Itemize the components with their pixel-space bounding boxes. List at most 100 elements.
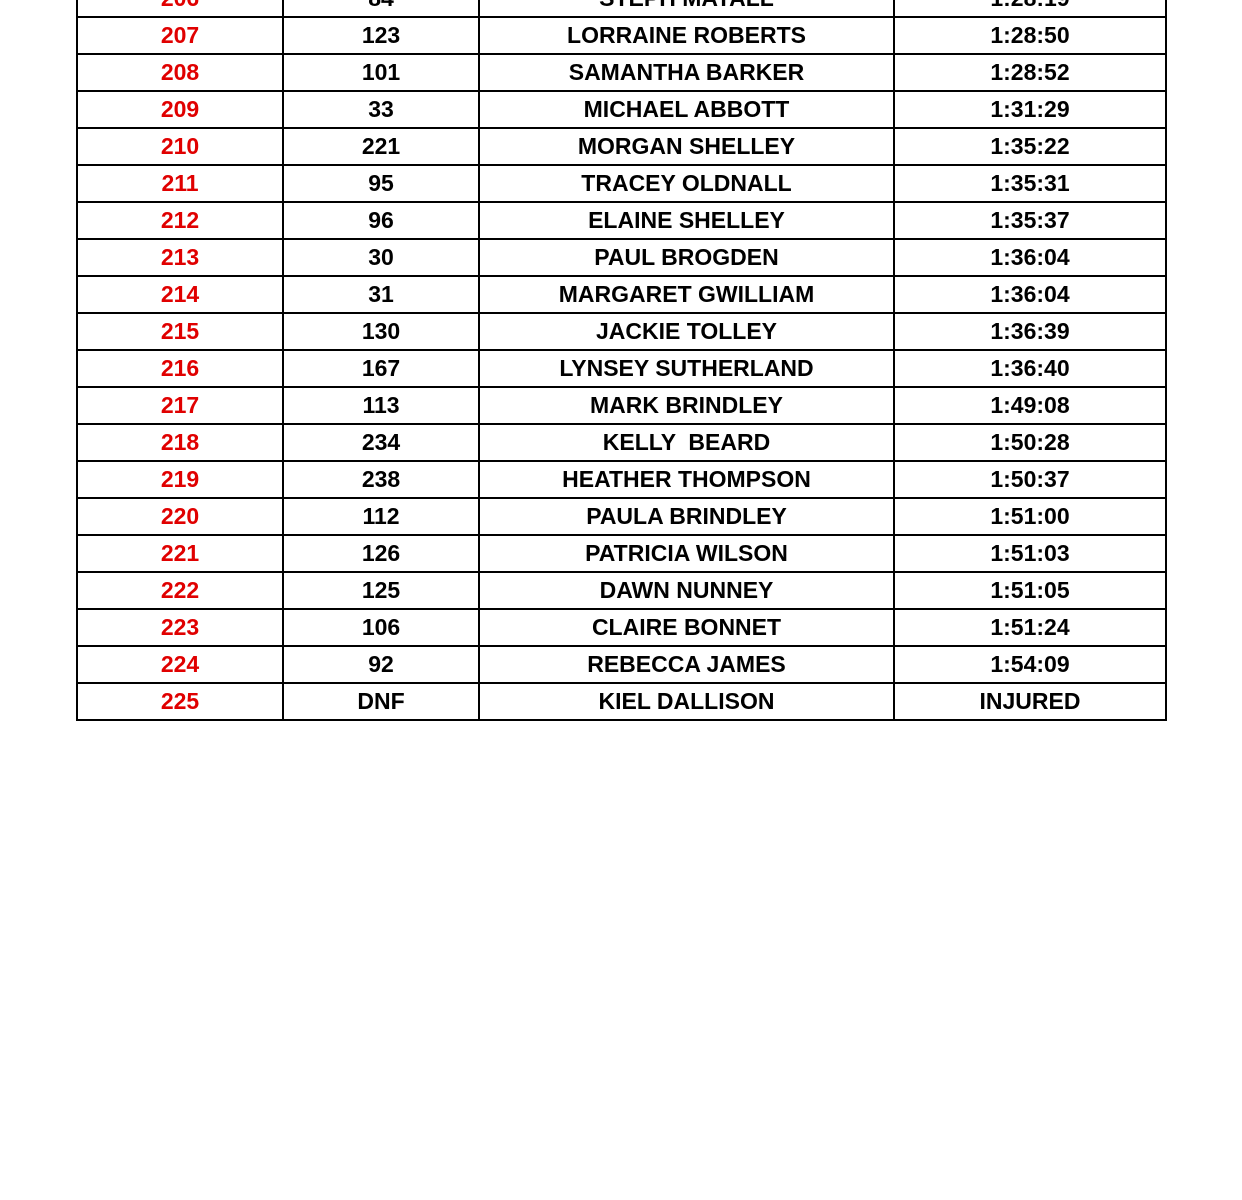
position: 220 [76, 497, 284, 536]
runner-name: PATRICIA WILSON [478, 534, 895, 573]
finish-time: 1:35:31 [893, 164, 1167, 203]
position: 210 [76, 127, 284, 166]
runner-name: PAULA BRINDLEY [478, 497, 895, 536]
result-row: 220 112 PAULA BRINDLEY 1:51:00 [76, 497, 1167, 536]
result-row: 213 30 PAUL BROGDEN 1:36:04 [76, 238, 1167, 277]
runner-name: ELAINE SHELLEY [478, 201, 895, 240]
finish-time: 1:28:50 [893, 16, 1167, 55]
position: 214 [76, 275, 284, 314]
runner-name: MICHAEL ABBOTT [478, 90, 895, 129]
result-row: 212 96 ELAINE SHELLEY 1:35:37 [76, 201, 1167, 240]
runner-name: SAMANTHA BARKER [478, 53, 895, 92]
bib-number: 130 [282, 312, 480, 351]
bib-number: 96 [282, 201, 480, 240]
bib-number: 95 [282, 164, 480, 203]
result-row: 209 33 MICHAEL ABBOTT 1:31:29 [76, 90, 1167, 129]
finish-time: 1:51:00 [893, 497, 1167, 536]
result-row: 225 DNF KIEL DALLISON INJURED [76, 682, 1167, 721]
bib-number: 234 [282, 423, 480, 462]
result-row: 218 234 KELLY BEARD 1:50:28 [76, 423, 1167, 462]
bib-number: 113 [282, 386, 480, 425]
position: 224 [76, 645, 284, 684]
runner-name: LYNSEY SUTHERLAND [478, 349, 895, 388]
finish-time: INJURED [893, 682, 1167, 721]
finish-time: 1:36:04 [893, 275, 1167, 314]
bib-number: 33 [282, 90, 480, 129]
finish-time: 1:49:08 [893, 386, 1167, 425]
finish-time: 1:51:03 [893, 534, 1167, 573]
finish-time: 1:35:37 [893, 201, 1167, 240]
result-row: 211 95 TRACEY OLDNALL 1:35:31 [76, 164, 1167, 203]
result-row: 215 130 JACKIE TOLLEY 1:36:39 [76, 312, 1167, 351]
finish-time: 1:50:28 [893, 423, 1167, 462]
finish-time: 1:51:24 [893, 608, 1167, 647]
runner-name: KIEL DALLISON [478, 682, 895, 721]
runner-name: MARGARET GWILLIAM [478, 275, 895, 314]
finish-time: 1:51:05 [893, 571, 1167, 610]
position: 208 [76, 53, 284, 92]
bib-number: 112 [282, 497, 480, 536]
position: 222 [76, 571, 284, 610]
position: 221 [76, 534, 284, 573]
bib-number: 238 [282, 460, 480, 499]
position: 218 [76, 423, 284, 462]
bib-number: 84 [282, 0, 480, 18]
position: 217 [76, 386, 284, 425]
result-row: 224 92 REBECCA JAMES 1:54:09 [76, 645, 1167, 684]
position: 216 [76, 349, 284, 388]
bib-number: 123 [282, 16, 480, 55]
result-row: 216 167 LYNSEY SUTHERLAND 1:36:40 [76, 349, 1167, 388]
runner-name: LORRAINE ROBERTS [478, 16, 895, 55]
result-row: 207 123 LORRAINE ROBERTS 1:28:50 [76, 16, 1167, 55]
finish-time: 1:35:22 [893, 127, 1167, 166]
finish-time: 1:54:09 [893, 645, 1167, 684]
finish-time: 1:36:04 [893, 238, 1167, 277]
results-table: 20684STEPH MAYALL1:28:19207123LORRAINE R… [76, 0, 1167, 721]
position: 219 [76, 460, 284, 499]
result-row: 20684STEPH MAYALL1:28:19 [76, 0, 1167, 18]
runner-name: DAWN NUNNEY [478, 571, 895, 610]
position: 207 [76, 16, 284, 55]
result-row: 222 125 DAWN NUNNEY 1:51:05 [76, 571, 1167, 610]
bib-number: 125 [282, 571, 480, 610]
position: 225 [76, 682, 284, 721]
position: 212 [76, 201, 284, 240]
result-row: 214 31 MARGARET GWILLIAM 1:36:04 [76, 275, 1167, 314]
finish-time: 1:28:52 [893, 53, 1167, 92]
bib-number: 221 [282, 127, 480, 166]
runner-name: KELLY BEARD [478, 423, 895, 462]
runner-name: JACKIE TOLLEY [478, 312, 895, 351]
runner-name: CLAIRE BONNET [478, 608, 895, 647]
finish-time: 1:36:40 [893, 349, 1167, 388]
result-row: 223 106 CLAIRE BONNET 1:51:24 [76, 608, 1167, 647]
finish-time: 1:31:29 [893, 90, 1167, 129]
runner-name: STEPH MAYALL [478, 0, 895, 18]
finish-time: 1:28:19 [893, 0, 1167, 18]
bib-number: 101 [282, 53, 480, 92]
position: 209 [76, 90, 284, 129]
result-row: 219 238 HEATHER THOMPSON 1:50:37 [76, 460, 1167, 499]
runner-name: MORGAN SHELLEY [478, 127, 895, 166]
runner-name: PAUL BROGDEN [478, 238, 895, 277]
position: 215 [76, 312, 284, 351]
result-row: 221 126 PATRICIA WILSON 1:51:03 [76, 534, 1167, 573]
result-row: 208 101 SAMANTHA BARKER 1:28:52 [76, 53, 1167, 92]
position: 206 [76, 0, 284, 18]
result-row: 210 221 MORGAN SHELLEY 1:35:22 [76, 127, 1167, 166]
bib-number: DNF [282, 682, 480, 721]
bib-number: 126 [282, 534, 480, 573]
finish-time: 1:36:39 [893, 312, 1167, 351]
position: 223 [76, 608, 284, 647]
runner-name: HEATHER THOMPSON [478, 460, 895, 499]
runner-name: TRACEY OLDNALL [478, 164, 895, 203]
runner-name: MARK BRINDLEY [478, 386, 895, 425]
position: 213 [76, 238, 284, 277]
bib-number: 31 [282, 275, 480, 314]
position: 211 [76, 164, 284, 203]
runner-name: REBECCA JAMES [478, 645, 895, 684]
finish-time: 1:50:37 [893, 460, 1167, 499]
bib-number: 167 [282, 349, 480, 388]
bib-number: 30 [282, 238, 480, 277]
result-row: 217 113 MARK BRINDLEY 1:49:08 [76, 386, 1167, 425]
bib-number: 106 [282, 608, 480, 647]
